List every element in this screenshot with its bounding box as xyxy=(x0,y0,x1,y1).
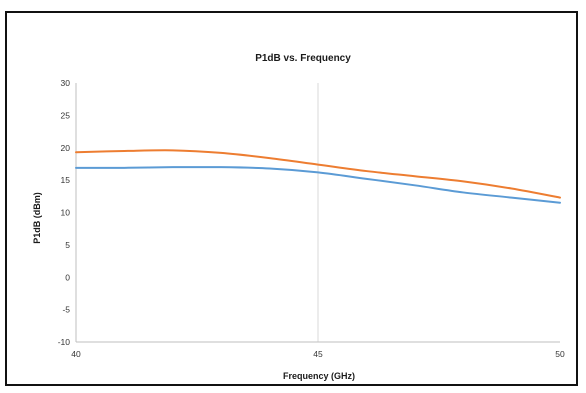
y-tick-label-0: -10 xyxy=(58,337,71,347)
y-tick-label-8: 30 xyxy=(61,78,71,88)
y-tick-label-4: 10 xyxy=(61,208,71,218)
y-axis-title: P1dB (dBm) xyxy=(32,192,42,244)
chart-title: P1dB vs. Frequency xyxy=(255,53,351,64)
y-tick-label-5: 15 xyxy=(61,175,71,185)
axes xyxy=(75,83,560,343)
series-line-0 xyxy=(75,149,561,199)
x-tick-label-1: 45 xyxy=(313,349,323,359)
series-line-1 xyxy=(75,166,561,204)
y-tick-label-3: 5 xyxy=(65,240,70,250)
x-tick-label-0: 40 xyxy=(71,349,81,359)
chart-svg: P1dB vs. Frequency -10 -5 0 5 10 15 20 25 30 40 45… xyxy=(32,53,565,381)
y-tick-label-6: 20 xyxy=(61,143,71,153)
series-lines xyxy=(75,149,561,204)
chart-area: P1dB vs. Frequency -10 -5 0 5 10 15 20 25 30 40 45… xyxy=(5,11,578,386)
tick-labels: -10 -5 0 5 10 15 20 25 30 40 45 50 xyxy=(58,78,565,359)
y-tick-label-1: -5 xyxy=(62,305,70,315)
y-tick-label-2: 0 xyxy=(65,272,70,282)
y-tick-label-7: 25 xyxy=(61,110,71,120)
x-axis-title: Frequency (GHz) xyxy=(283,371,355,381)
x-tick-label-2: 50 xyxy=(555,349,565,359)
